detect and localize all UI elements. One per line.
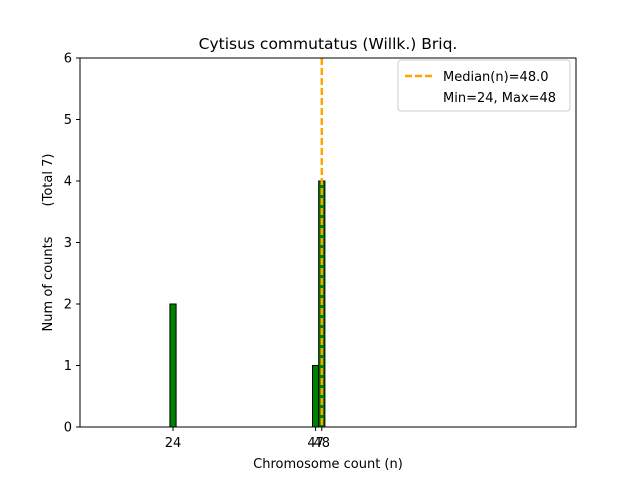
legend-box [397,59,571,112]
bar-24 [169,303,177,428]
legend: Median(n)=48.0 Min=24, Max=48 [397,59,571,112]
y-axis-label: Num of counts [41,236,56,331]
x-tick-label-47: 47 [307,436,324,451]
chart-title: Cytisus commutatus (Willk.) Briq. [199,35,458,53]
y-axis-total-label: (Total 7) [41,154,56,207]
y-tick-label-4: 4 [64,175,72,190]
y-tick-label-1: 1 [64,359,72,374]
y-tick-label-6: 6 [64,52,72,67]
x-tick-label-24: 24 [165,436,182,451]
y-tick-label-0: 0 [64,421,72,436]
y-tick-label-2: 2 [64,298,72,313]
legend-median-label: Median(n)=48.0 [443,70,549,85]
x-tick-label-48: 48 [314,436,331,451]
x-axis-label: Chromosome count (n) [253,457,403,472]
bar-47 [312,365,320,428]
legend-range-label: Min=24, Max=48 [443,91,556,106]
y-tick-label-3: 3 [64,236,72,251]
y-tick-label-5: 5 [64,113,72,128]
